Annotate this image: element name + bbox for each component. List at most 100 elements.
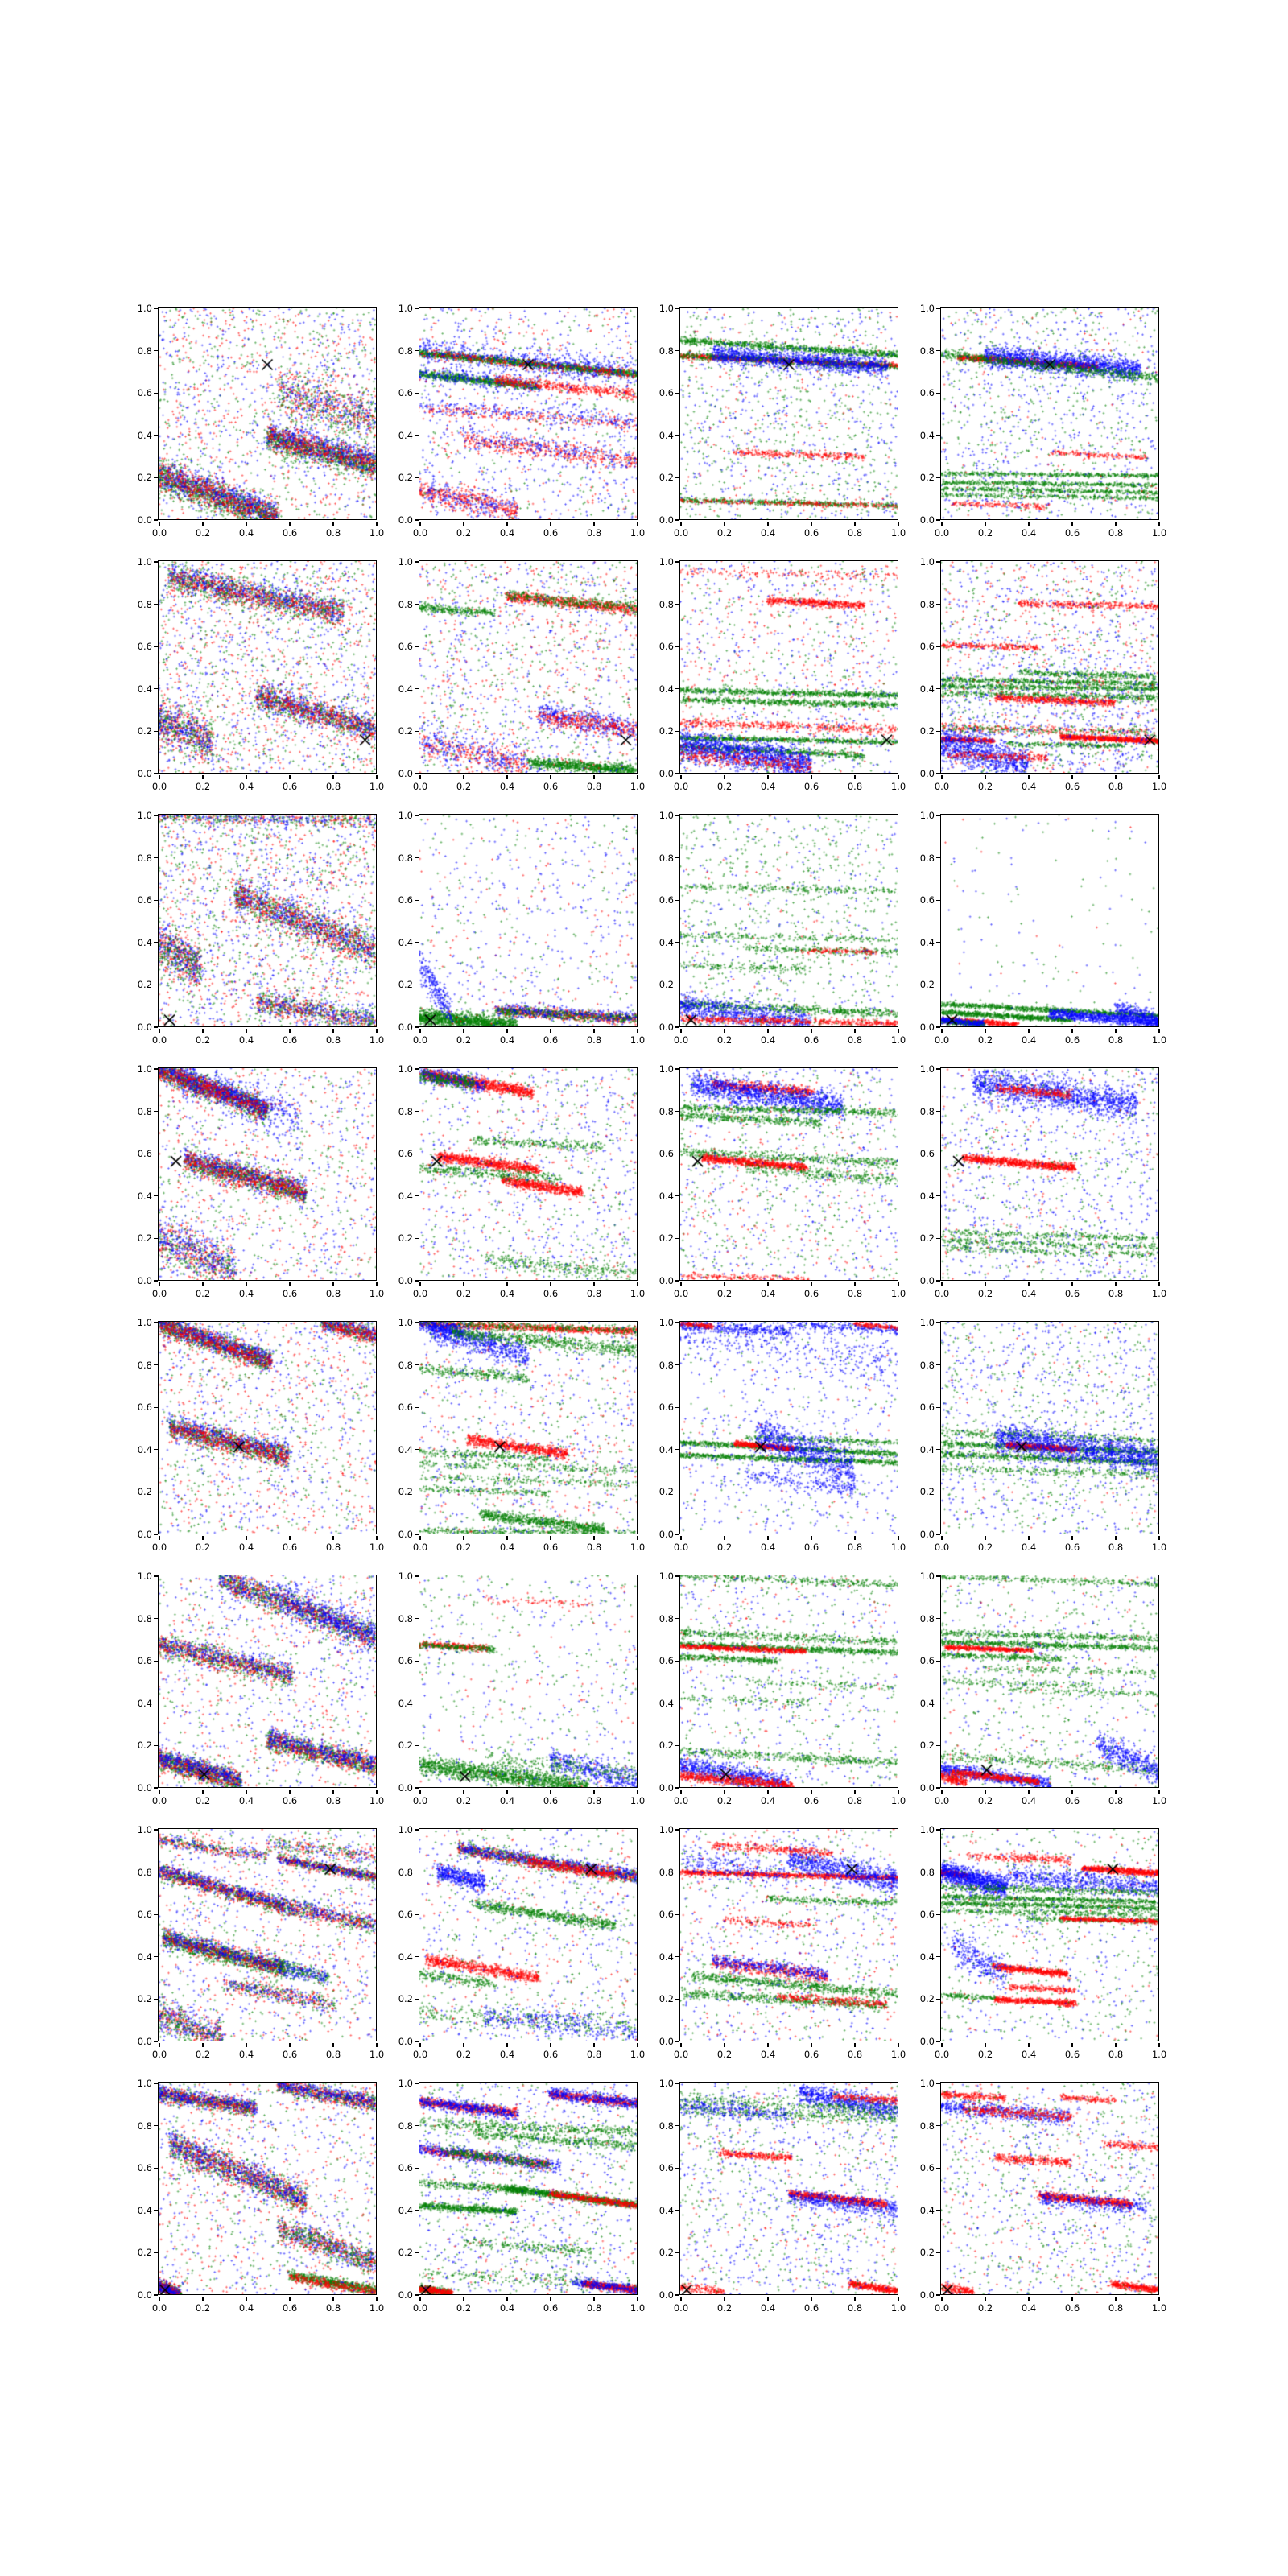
- x-tick-mark: [854, 1282, 856, 1286]
- x-tick-mark: [1071, 1535, 1073, 1540]
- x-tick-label: 0.4: [760, 2049, 776, 2060]
- y-tick-mark: [415, 1617, 419, 1620]
- y-tick-mark: [936, 1956, 941, 1958]
- plot-area: [940, 814, 1160, 1028]
- plot-area: [419, 307, 638, 521]
- x-tick-mark: [680, 1028, 682, 1033]
- y-tick-label: 1.0: [658, 810, 674, 821]
- y-tick-mark: [415, 519, 419, 521]
- x-tick-label: 0.0: [934, 1795, 950, 1806]
- y-tick-label: 0.4: [398, 1697, 413, 1709]
- x-tick-label: 0.4: [1021, 1542, 1037, 1553]
- x-tick-mark: [463, 1535, 464, 1540]
- y-tick-label: 0.8: [137, 598, 152, 610]
- y-tick-label: 0.2: [658, 1740, 674, 1752]
- x-tick-mark: [550, 521, 551, 526]
- x-tick-mark: [550, 1028, 551, 1033]
- y-tick-mark: [154, 1829, 159, 1831]
- y-tick-label: 0.6: [137, 2162, 152, 2174]
- scatter-canvas-r5c3: [680, 1322, 898, 1534]
- x-tick-label: 0.8: [1108, 1795, 1124, 1806]
- y-tick-label: 0.0: [137, 1022, 152, 1033]
- subplot-r4c1: 0.0 0.0 0.2 0.2 0.4 0.4 0.6 0.6 0.8 0.8 1.0 1.0: [138, 1063, 384, 1299]
- scatter-canvas-r6c1: [159, 1575, 377, 1788]
- x-tick-mark: [767, 2296, 769, 2301]
- x-tick-mark: [1028, 2296, 1030, 2301]
- y-tick-mark: [154, 857, 159, 859]
- x-tick-mark: [1071, 1282, 1073, 1286]
- x-tick-label: 0.0: [412, 1288, 428, 1299]
- y-tick-mark: [415, 857, 419, 859]
- x-tick-label: 0.2: [195, 781, 211, 792]
- x-tick-mark: [1028, 774, 1030, 779]
- x-tick-mark: [637, 1535, 638, 1540]
- y-tick-label: 1.0: [137, 303, 152, 314]
- y-tick-mark: [675, 1829, 680, 1831]
- y-tick-label: 0.8: [137, 345, 152, 357]
- x-tick-label: 1.0: [1151, 2302, 1167, 2314]
- x-tick-label: 0.8: [325, 527, 341, 539]
- y-tick-mark: [154, 1110, 159, 1113]
- y-tick-label: 0.8: [137, 1866, 152, 1878]
- plot-area: [419, 814, 638, 1028]
- x-tick-mark: [376, 1789, 378, 1794]
- x-tick-label: 0.8: [847, 1034, 863, 1046]
- x-tick-label: 0.0: [673, 1034, 689, 1046]
- x-tick-mark: [1115, 521, 1117, 526]
- x-tick-label: 0.0: [934, 1034, 950, 1046]
- x-tick-mark: [376, 2296, 378, 2301]
- y-tick-mark: [415, 1660, 419, 1662]
- x-tick-label: 1.0: [890, 2302, 906, 2314]
- x-tick-label: 0.4: [1021, 2302, 1037, 2314]
- y-tick-mark: [936, 2210, 941, 2211]
- y-tick-label: 0.2: [919, 472, 935, 484]
- y-tick-label: 0.0: [919, 1275, 935, 1286]
- x-tick-label: 0.8: [847, 1288, 863, 1299]
- y-tick-label: 0.6: [658, 1402, 674, 1414]
- x-tick-mark: [767, 1789, 769, 1794]
- x-tick-mark: [1071, 1028, 1073, 1033]
- y-tick-mark: [154, 773, 159, 774]
- x-tick-mark: [941, 521, 943, 526]
- y-tick-mark: [936, 773, 941, 774]
- y-tick-label: 0.4: [919, 1443, 935, 1455]
- y-tick-label: 0.8: [919, 345, 935, 357]
- x-tick-mark: [202, 2042, 204, 2047]
- y-tick-label: 0.6: [658, 1655, 674, 1667]
- y-tick-label: 0.2: [919, 2247, 935, 2259]
- y-tick-mark: [675, 435, 680, 436]
- y-tick-mark: [154, 2210, 159, 2211]
- y-tick-label: 1.0: [658, 303, 674, 314]
- y-tick-label: 0.8: [919, 1105, 935, 1117]
- x-tick-label: 0.4: [760, 2302, 776, 2314]
- y-tick-label: 0.2: [398, 1232, 413, 1245]
- x-tick-mark: [680, 2042, 682, 2047]
- y-tick-mark: [415, 1829, 419, 1831]
- y-tick-mark: [936, 857, 941, 859]
- x-tick-mark: [463, 774, 464, 779]
- x-tick-mark: [593, 1535, 595, 1540]
- x-tick-mark: [637, 1789, 638, 1794]
- y-tick-mark: [415, 1322, 419, 1323]
- x-tick-label: 0.6: [543, 2049, 559, 2060]
- x-tick-mark: [332, 1789, 334, 1794]
- y-tick-mark: [936, 1322, 941, 1323]
- x-tick-label: 0.0: [412, 2049, 428, 2060]
- scatter-canvas-r6c2: [419, 1575, 638, 1788]
- x-tick-label: 0.2: [195, 1034, 211, 1046]
- x-tick-label: 0.6: [803, 2049, 819, 2060]
- y-tick-label: 0.8: [658, 598, 674, 610]
- y-tick-label: 0.6: [398, 2162, 413, 2174]
- y-tick-label: 0.0: [919, 1529, 935, 1540]
- y-tick-label: 0.6: [398, 894, 413, 906]
- y-tick-mark: [675, 2167, 680, 2169]
- y-tick-mark: [675, 2252, 680, 2254]
- x-tick-mark: [1158, 774, 1160, 779]
- plot-area: [940, 307, 1160, 521]
- y-tick-mark: [675, 349, 680, 352]
- x-tick-label: 0.0: [151, 2302, 167, 2314]
- y-tick-label: 0.6: [919, 2162, 935, 2174]
- y-tick-mark: [154, 435, 159, 436]
- y-tick-mark: [415, 1364, 419, 1366]
- x-tick-mark: [463, 1789, 464, 1794]
